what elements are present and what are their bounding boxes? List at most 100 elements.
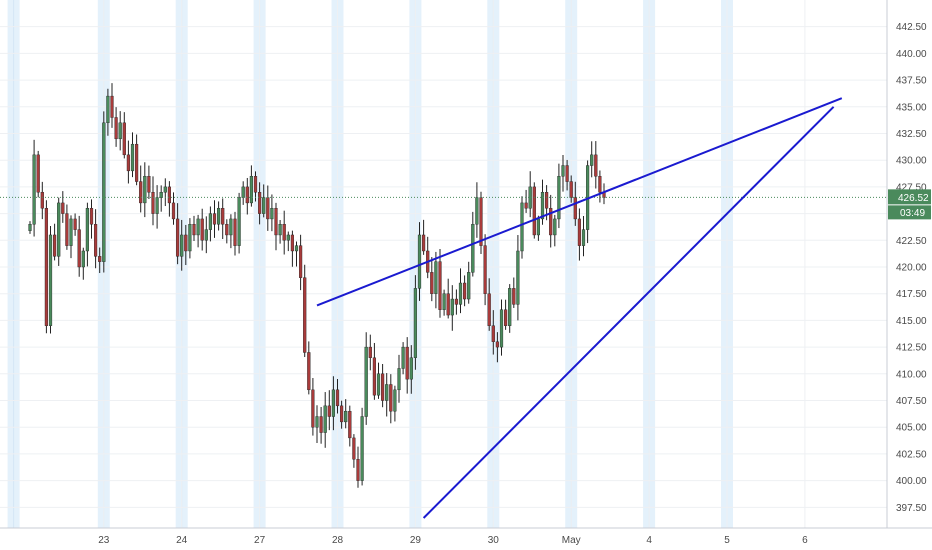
candle-body [163, 186, 167, 193]
price-tick-label: 415.00 [896, 316, 927, 327]
candle-body [32, 154, 36, 225]
candle-body [434, 261, 438, 294]
time-tick-label: 28 [332, 535, 344, 546]
candle-body [417, 234, 422, 289]
candle-body [471, 224, 475, 273]
candle-body [495, 341, 499, 348]
candle-body [266, 197, 270, 220]
candle-body [479, 197, 483, 246]
candle-body [175, 218, 180, 257]
time-axis-panel [0, 528, 932, 550]
candle-body [467, 272, 471, 300]
candle-body [340, 405, 344, 423]
candle-body [532, 186, 536, 236]
candle-body [499, 309, 504, 348]
candle-body [151, 192, 155, 214]
countdown-label: 03:49 [900, 208, 925, 219]
candle-body [282, 224, 286, 241]
candle-body [139, 181, 143, 204]
candle-body [356, 459, 360, 481]
candle-body [553, 218, 557, 236]
price-tick-label: 400.00 [896, 476, 927, 487]
candle-body [348, 410, 352, 439]
candle-body [372, 357, 376, 396]
candle-body [512, 288, 516, 305]
candle-body [577, 218, 581, 246]
price-tick-label: 410.00 [896, 369, 927, 380]
price-axis-panel [887, 0, 932, 528]
price-axis[interactable]: 442.50 440.00 437.50 435.00 432.50 430.00 427.… [896, 22, 927, 514]
time-tick-label: 30 [488, 535, 500, 546]
candle-body [237, 197, 241, 246]
candle-body [106, 95, 110, 124]
candle-body [286, 234, 290, 241]
price-tick-label: 442.50 [896, 22, 927, 33]
candle-body [491, 325, 495, 342]
candle-body [200, 218, 204, 241]
candle-body [134, 143, 139, 182]
candle-body [102, 122, 106, 262]
candle-body [430, 272, 434, 294]
candle-body [48, 234, 53, 326]
candle-body [225, 224, 229, 236]
time-tick-label: 4 [646, 535, 652, 546]
candle-body [53, 234, 57, 257]
price-tick-label: 402.50 [896, 449, 927, 460]
current-price-badge-bg [888, 189, 931, 205]
candle-body [569, 181, 573, 198]
candle-body [598, 176, 602, 193]
candle-body [331, 389, 335, 417]
candle-body [278, 224, 282, 236]
candle-body [44, 208, 48, 326]
candle-body [126, 154, 130, 172]
candle-body [241, 186, 245, 198]
candle-body [171, 202, 176, 220]
candle-body [212, 213, 217, 225]
candle-body [463, 282, 467, 300]
price-tick-label: 427.50 [896, 182, 927, 193]
grid-lines [0, 0, 887, 528]
candle-body [458, 282, 463, 305]
candle-body [216, 208, 221, 225]
candle-body [221, 208, 225, 225]
candle-body [454, 298, 458, 305]
candle-body [590, 154, 594, 166]
price-tick-label: 412.50 [896, 343, 927, 354]
price-tick-label: 417.50 [896, 289, 927, 300]
candle-body [122, 122, 126, 156]
candle-body [401, 346, 405, 369]
candle-body [581, 229, 586, 246]
trendlines[interactable] [316, 97, 843, 519]
current-price-badge: 426.52 03:49 [888, 189, 931, 220]
candle-body [61, 202, 65, 214]
trendline-upper-resistance[interactable] [316, 97, 843, 307]
candle-body [258, 192, 262, 214]
candle-body [208, 213, 212, 230]
candle-body [36, 154, 40, 193]
candle-body [487, 293, 491, 326]
candle-body [89, 208, 94, 225]
candle-body [561, 165, 565, 177]
candle-body [262, 197, 266, 214]
candle-body [204, 229, 208, 241]
candle-body [159, 192, 163, 198]
candle-body [549, 208, 553, 236]
candle-body [344, 410, 348, 423]
trendline-lower-support[interactable] [422, 106, 835, 519]
candle-body [40, 192, 44, 209]
candle-body [98, 256, 102, 262]
candle-body [184, 234, 188, 252]
price-tick-label: 407.50 [896, 396, 927, 407]
candle-body [155, 197, 159, 214]
candle-body [196, 218, 200, 236]
candle-body [229, 218, 233, 236]
candle-body [274, 208, 278, 236]
candle-body [28, 224, 32, 231]
price-tick-label: 430.00 [896, 156, 927, 167]
time-axis[interactable]: 23 24 27 28 29 30 May 4 5 6 [98, 535, 808, 546]
candle-body [540, 192, 545, 220]
time-tick-label: 23 [98, 535, 110, 546]
candle-body [303, 277, 307, 353]
